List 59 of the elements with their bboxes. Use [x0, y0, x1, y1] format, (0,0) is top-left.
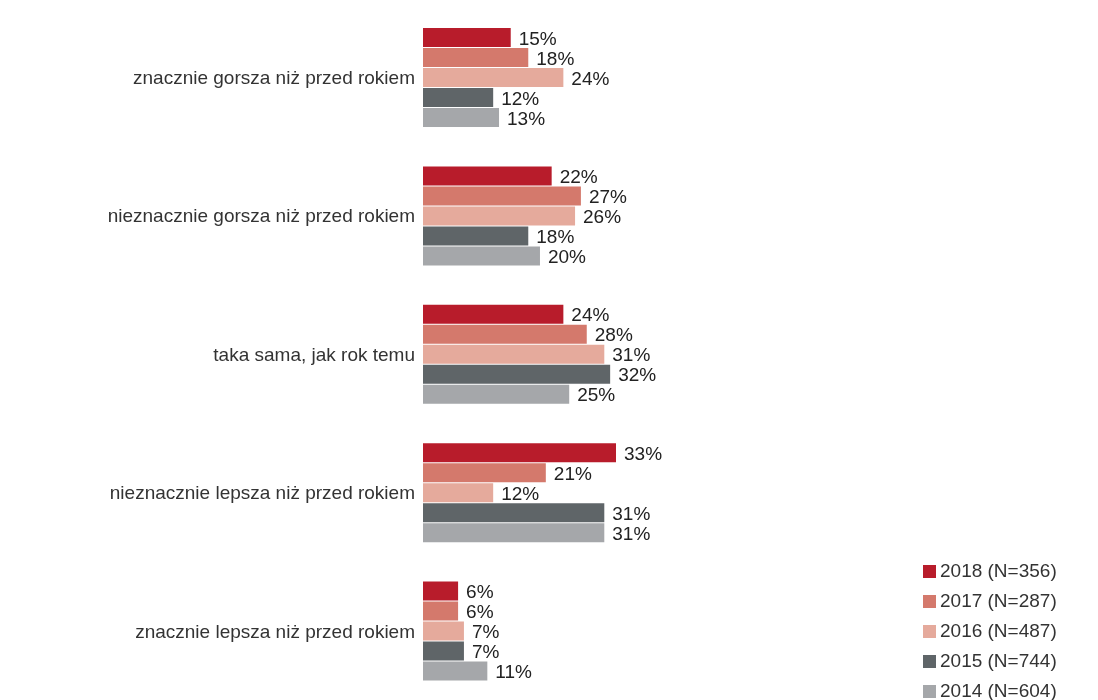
data-label: 24% [571, 304, 610, 326]
bar [423, 503, 605, 523]
bar [423, 364, 611, 384]
bar [423, 206, 576, 226]
legend-label: 2016 (N=487) [940, 620, 1057, 641]
y-tick-label: nieznacznie gorsza niż przed rokiem [107, 205, 415, 227]
bar [423, 28, 511, 47]
data-label: 7% [471, 641, 500, 663]
data-label: 18% [536, 225, 575, 247]
data-label: 12% [501, 482, 540, 504]
bar [423, 621, 464, 641]
data-label: 6% [466, 581, 494, 603]
data-label: 31% [612, 502, 651, 524]
bar [423, 523, 605, 543]
y-tick-label: nieznacznie lepsza niż przed rokiem [109, 482, 415, 504]
data-label: 21% [553, 462, 592, 484]
data-label: 20% [547, 245, 587, 267]
bar [423, 661, 488, 681]
data-label: 11% [495, 661, 533, 683]
bar [423, 304, 564, 324]
data-label: 18% [536, 47, 575, 69]
bar [423, 324, 587, 344]
y-tick-label: znacznie gorsza niż przed rokiem [133, 66, 415, 88]
data-label: 27% [588, 185, 628, 207]
data-label: 26% [583, 205, 622, 227]
data-label: 12% [501, 87, 540, 109]
bar [423, 186, 581, 206]
bar [423, 226, 529, 246]
y-tick-label: taka sama, jak rok temu [213, 343, 415, 365]
data-label: 33% [624, 442, 663, 464]
legend-label: 2018 (N=356) [940, 560, 1057, 581]
bar [423, 443, 616, 463]
bar [423, 68, 564, 87]
bar [423, 463, 546, 483]
bar [423, 384, 570, 404]
bar [423, 166, 552, 186]
data-label: 13% [507, 107, 546, 129]
bar [423, 344, 605, 364]
bar [423, 108, 500, 127]
y-tick-label: znacznie lepsza niż przed rokiem [135, 620, 415, 642]
data-label: 28% [594, 324, 633, 346]
data-label: 31% [612, 522, 651, 544]
bar [423, 581, 459, 601]
data-label: 22% [559, 165, 598, 187]
data-label: 31% [612, 344, 651, 366]
data-label: 6% [466, 601, 494, 623]
bar [423, 48, 529, 67]
legend-label: 2015 (N=744) [940, 650, 1057, 671]
bar [423, 88, 494, 107]
data-label: 32% [618, 364, 657, 386]
data-label: 25% [577, 384, 616, 406]
legend-label: 2017 (N=287) [940, 590, 1057, 611]
bar [423, 601, 459, 621]
data-label: 15% [518, 27, 557, 49]
bar [423, 641, 464, 661]
bar [423, 483, 494, 503]
data-label: 7% [471, 621, 500, 643]
bar [423, 246, 540, 266]
data-label: 24% [571, 67, 610, 89]
